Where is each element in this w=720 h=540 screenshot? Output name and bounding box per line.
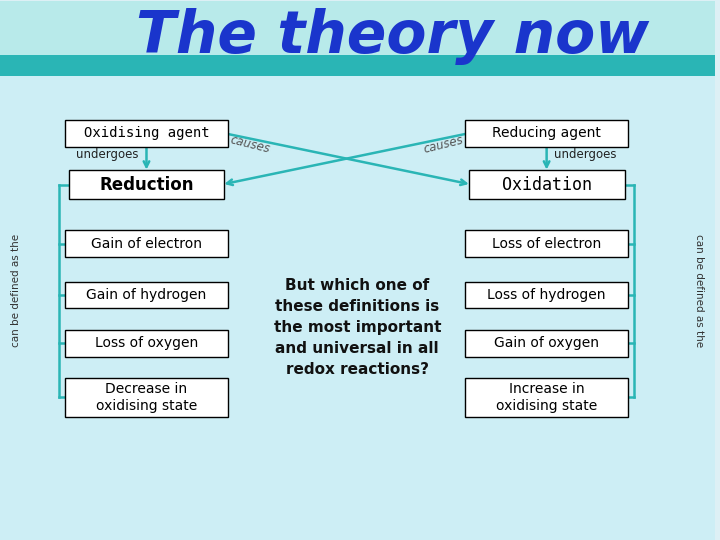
- Text: undergoes: undergoes: [554, 148, 616, 161]
- Text: Reduction: Reduction: [99, 176, 194, 193]
- FancyBboxPatch shape: [0, 55, 714, 76]
- FancyBboxPatch shape: [65, 330, 228, 357]
- Text: Increase in
oxidising state: Increase in oxidising state: [496, 382, 598, 413]
- FancyBboxPatch shape: [465, 281, 628, 308]
- Text: Oxidising agent: Oxidising agent: [84, 126, 210, 140]
- FancyBboxPatch shape: [465, 120, 628, 147]
- FancyBboxPatch shape: [65, 120, 228, 147]
- Text: causes: causes: [422, 133, 464, 156]
- Text: undergoes: undergoes: [76, 148, 139, 161]
- Text: causes: causes: [229, 133, 271, 156]
- Text: But which one of
these definitions is
the most important
and universal in all
re: But which one of these definitions is th…: [274, 278, 441, 377]
- Text: The theory now: The theory now: [136, 8, 649, 65]
- FancyBboxPatch shape: [0, 2, 714, 55]
- Text: Reducing agent: Reducing agent: [492, 126, 601, 140]
- FancyBboxPatch shape: [65, 231, 228, 257]
- Text: Loss of electron: Loss of electron: [492, 237, 601, 251]
- Text: can be defined as the: can be defined as the: [11, 234, 21, 348]
- FancyBboxPatch shape: [0, 76, 714, 540]
- Text: Loss of hydrogen: Loss of hydrogen: [487, 288, 606, 302]
- FancyBboxPatch shape: [65, 377, 228, 417]
- Text: Gain of hydrogen: Gain of hydrogen: [86, 288, 207, 302]
- Text: can be defined as the: can be defined as the: [694, 234, 704, 348]
- FancyBboxPatch shape: [465, 330, 628, 357]
- FancyBboxPatch shape: [68, 170, 225, 199]
- FancyBboxPatch shape: [469, 170, 624, 199]
- Text: Gain of electron: Gain of electron: [91, 237, 202, 251]
- Text: Decrease in
oxidising state: Decrease in oxidising state: [96, 382, 197, 413]
- Text: Gain of oxygen: Gain of oxygen: [494, 336, 599, 350]
- FancyBboxPatch shape: [465, 231, 628, 257]
- FancyBboxPatch shape: [65, 281, 228, 308]
- Text: Oxidation: Oxidation: [502, 176, 592, 193]
- FancyBboxPatch shape: [465, 377, 628, 417]
- Text: Loss of oxygen: Loss of oxygen: [95, 336, 198, 350]
